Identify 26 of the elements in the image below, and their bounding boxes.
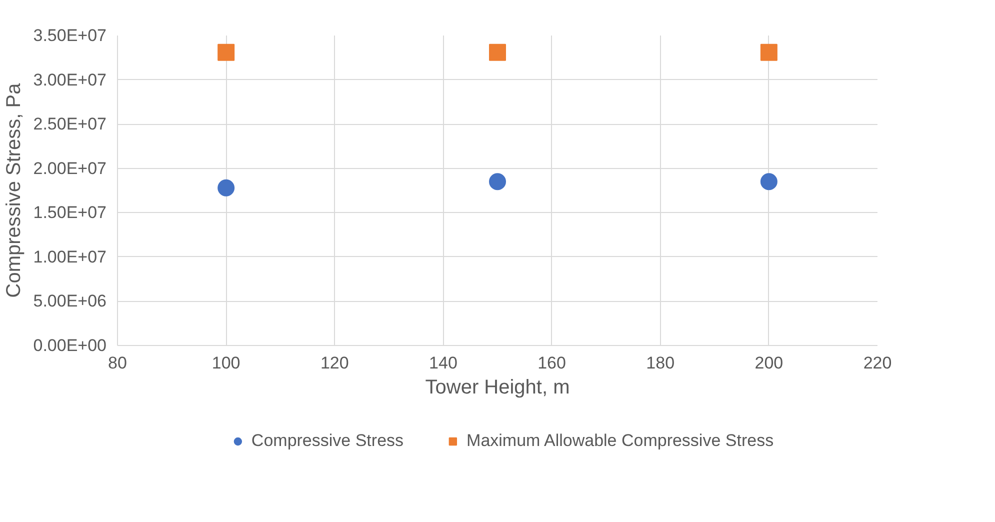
y-tick-label: 0.00E+00 [33, 336, 107, 355]
y-tick-label: 5.00E+06 [33, 292, 107, 311]
x-tick-label: 220 [863, 354, 892, 372]
point [218, 44, 235, 61]
x-tick-label: 100 [212, 354, 240, 372]
x-tick-label: 120 [320, 354, 349, 372]
point [489, 173, 506, 190]
point [218, 179, 235, 196]
y-tick-label: 2.50E+07 [33, 114, 107, 134]
y-tick-label: 3.50E+07 [33, 26, 107, 45]
y-tick-label: 2.00E+07 [33, 158, 107, 178]
x-tick-label: 200 [754, 354, 784, 372]
y-tick-label: 3.00E+07 [33, 70, 107, 90]
x-tick-label: 140 [429, 354, 458, 372]
y-tick-label: 1.00E+07 [33, 247, 107, 266]
x-tick-label: 180 [646, 354, 675, 372]
legend-label: Compressive Stress [251, 431, 404, 451]
point [489, 44, 506, 61]
x-tick-label: 160 [538, 354, 566, 372]
legend-label: Maximum Allowable Compressive Stress [466, 431, 774, 451]
y-tick-label: 1.50E+07 [33, 203, 107, 222]
point [760, 173, 778, 190]
x-tick-label: 80 [108, 354, 127, 372]
x-axis-title: Tower Height, m [425, 376, 570, 398]
y-axis-title: Compressive Stress, Pa [3, 82, 26, 298]
point [760, 44, 778, 61]
